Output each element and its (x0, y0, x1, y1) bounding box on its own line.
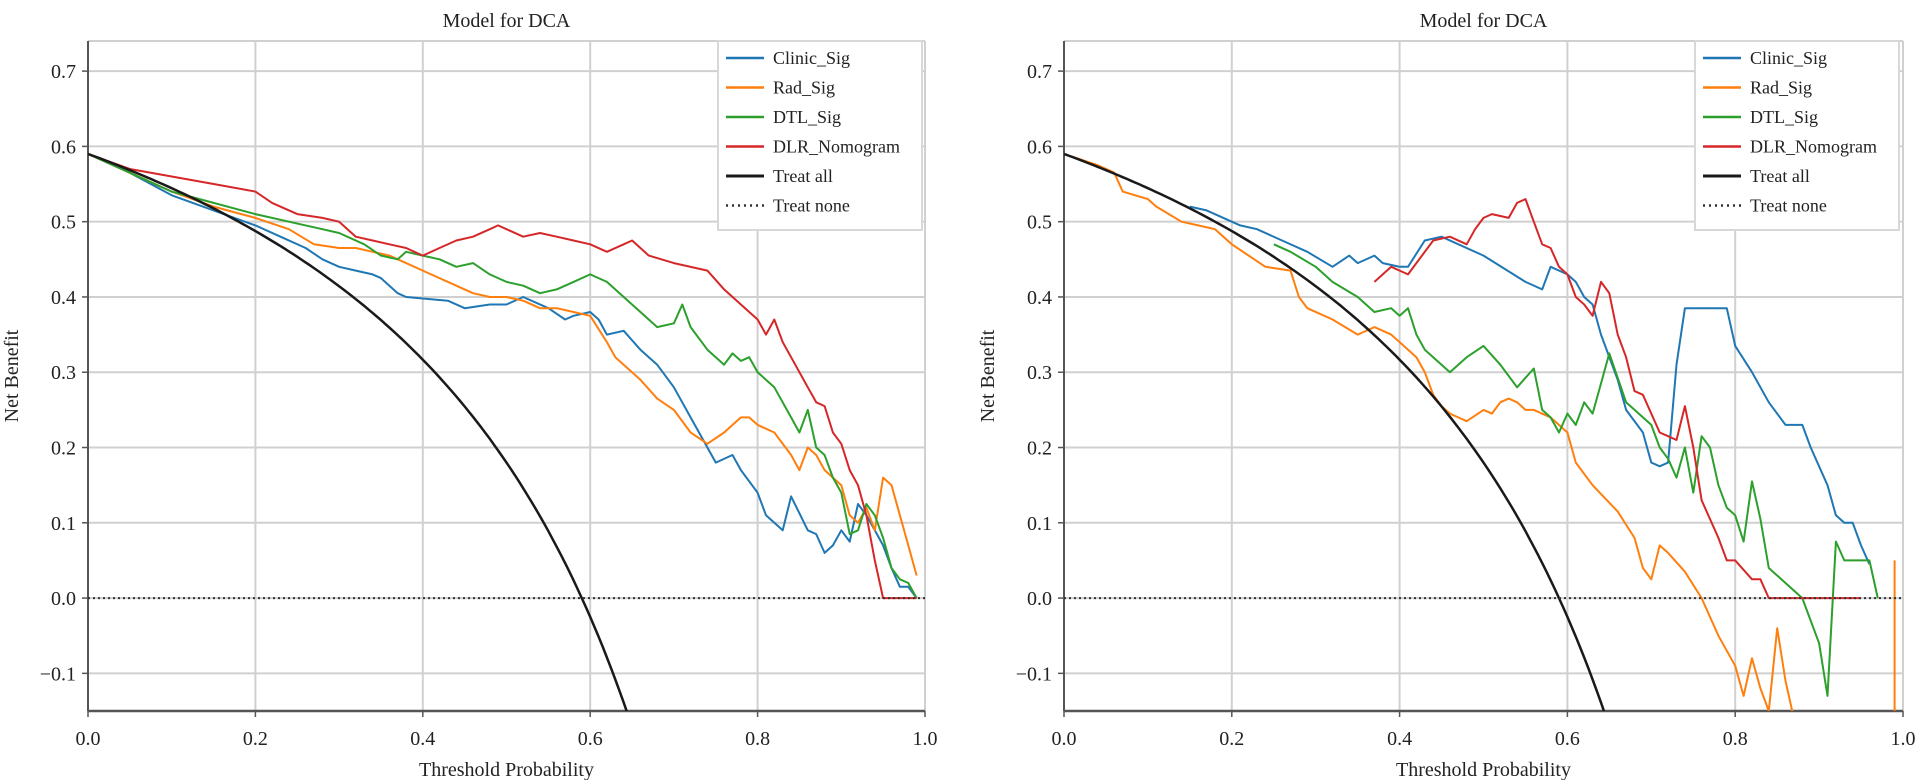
y-tick-label: 0.3 (51, 362, 76, 384)
series-line-treat-all (88, 152, 628, 711)
x-tick-label: 1.0 (913, 728, 938, 750)
legend: Clinic_Sig Rad_Sig DTL_Sig DLR_Nomogram Trea… (717, 40, 923, 231)
x-tick-label: 0.4 (410, 728, 435, 750)
dca-panel-left: 0.0 0.2 0.4 0.6 0.8 1.0 −0.1 0.0 0.1 0.2 0.3 0.4 0.5… (1, 10, 938, 780)
y-axis-label: Net Benefit (1, 329, 23, 422)
legend-box (1694, 40, 1900, 231)
dca-panel-right: 0.0 0.2 0.4 0.6 0.8 1.0 −0.1 0.0 0.1 0.2 0.3 0.4 0.5… (977, 10, 1916, 780)
series-line-dlr-nomogram (88, 152, 917, 600)
chart-title: Model for DCA (443, 10, 571, 32)
y-tick-label: 0.7 (51, 61, 76, 83)
legend-label: DTL_Sig (1750, 107, 1818, 127)
x-tick-label: 0.0 (1052, 728, 1077, 750)
x-tick-label: 0.2 (1219, 728, 1244, 750)
legend-label: Rad_Sig (773, 78, 835, 98)
legend-label: Treat none (773, 196, 850, 216)
x-tick-label: 0.8 (745, 728, 770, 750)
series-line-treat-all (1064, 152, 1606, 711)
legend-box (717, 40, 923, 231)
legend-label: Clinic_Sig (1750, 48, 1827, 68)
x-tick-label: 0.6 (1555, 728, 1580, 750)
y-tick-label: 0.5 (51, 212, 76, 234)
x-axis-label: Threshold Probability (419, 759, 594, 780)
y-tick-label: 0.2 (1027, 438, 1052, 460)
y-tick-label: 0.4 (1027, 287, 1052, 309)
legend-label: Treat all (1750, 166, 1810, 186)
y-tick-label: 0.6 (1027, 136, 1052, 158)
x-tick-label: 0.8 (1723, 728, 1748, 750)
series-line-dtl-sig (1273, 243, 1879, 697)
legend: Clinic_Sig Rad_Sig DTL_Sig DLR_Nomogram Trea… (1694, 40, 1900, 231)
y-tick-label: 0.7 (1027, 61, 1052, 83)
series-line-rad-sig (88, 152, 918, 576)
y-tick-label: 0.3 (1027, 362, 1052, 384)
legend-label: DLR_Nomogram (773, 137, 900, 157)
x-tick-label: 0.6 (578, 728, 603, 750)
series-line-dtl-sig (88, 152, 918, 599)
y-tick-label: 0.1 (1027, 513, 1052, 535)
y-tick-label: 0.1 (51, 513, 76, 535)
y-tick-label: 0.0 (51, 588, 76, 610)
series-line-rad-sig (1064, 152, 1896, 711)
x-axis-label: Threshold Probability (1396, 759, 1571, 780)
legend-label: Treat none (1750, 196, 1827, 216)
x-tick-label: 1.0 (1891, 728, 1916, 750)
y-tick-label: 0.6 (51, 136, 76, 158)
legend-label: Clinic_Sig (773, 48, 850, 68)
series-line-clinic-sig (1189, 205, 1871, 565)
legend-label: Treat all (773, 166, 833, 186)
y-tick-label: −0.1 (40, 663, 76, 685)
chart-title: Model for DCA (1420, 10, 1548, 32)
y-axis-label: Net Benefit (977, 329, 999, 422)
y-tick-label: 0.0 (1027, 588, 1052, 610)
x-tick-label: 0.2 (243, 728, 268, 750)
series-line-clinic-sig (88, 152, 918, 599)
x-tick-label: 0.4 (1387, 728, 1412, 750)
legend-label: DLR_Nomogram (1750, 137, 1877, 157)
series-group (1064, 152, 1903, 711)
y-tick-label: −0.1 (1016, 663, 1052, 685)
x-tick-label: 0.0 (76, 728, 101, 750)
legend-label: Rad_Sig (1750, 78, 1812, 98)
series-line-dlr-nomogram (1373, 198, 1861, 600)
legend-label: DTL_Sig (773, 107, 841, 127)
y-tick-label: 0.2 (51, 438, 76, 460)
series-group (88, 152, 925, 711)
y-tick-label: 0.5 (1027, 212, 1052, 234)
y-tick-label: 0.4 (51, 287, 76, 309)
